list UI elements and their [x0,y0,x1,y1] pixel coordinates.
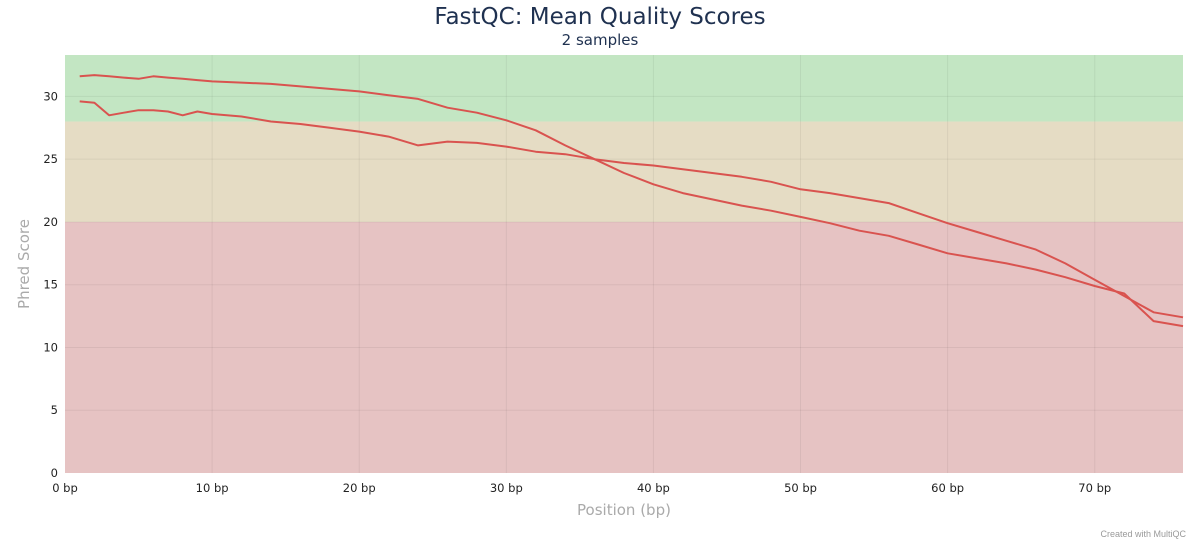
series-line-2[interactable] [79,100,1184,319]
grid-lines [65,55,1183,473]
x-tick-label: 60 bp [931,481,964,495]
quality-bands [65,55,1183,473]
x-tick-label: 50 bp [784,481,817,495]
x-tick-label: 20 bp [343,481,376,495]
y-tick-label: 25 [43,152,58,166]
series-line-1[interactable] [79,74,1184,328]
band-good [65,55,1183,122]
x-tick-label: 10 bp [196,481,229,495]
y-tick-label: 15 [43,278,58,292]
chart-subtitle: 2 samples [561,31,639,49]
y-tick-label: 30 [43,89,58,103]
series-lines[interactable] [79,74,1184,328]
x-tick-label: 30 bp [490,481,523,495]
x-axis-ticks: 0 bp 10 bp 20 bp 30 bp 40 bp 50 bp 60 bp 70 bp [52,481,1111,495]
chart-title: FastQC: Mean Quality Scores [434,4,766,30]
x-tick-label: 0 bp [52,481,78,495]
y-tick-label: 5 [51,403,58,417]
x-tick-label: 40 bp [637,481,670,495]
band-warning [65,121,1183,222]
multiqc-credit[interactable]: Created with MultiQC [1100,529,1186,539]
y-tick-label: 10 [43,340,58,354]
y-tick-label: 0 [51,466,58,480]
y-tick-label: 20 [43,215,58,229]
x-tick-label: 70 bp [1078,481,1111,495]
y-axis-title: Phred Score [15,219,33,309]
y-axis-ticks: 0 5 10 15 20 25 30 [43,89,58,480]
x-axis-title: Position (bp) [577,501,671,519]
band-fail [65,221,1183,473]
